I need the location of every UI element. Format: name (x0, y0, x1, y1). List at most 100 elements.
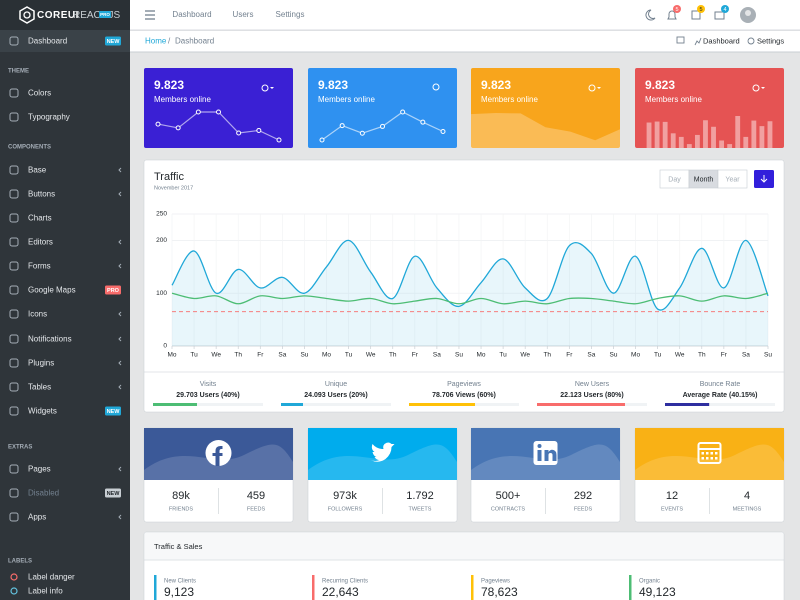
label-dot (10, 587, 18, 595)
breadcrumb-action[interactable]: Settings (757, 36, 784, 45)
sidebar-icon (9, 512, 19, 522)
social-label: CONTRACTS (491, 506, 526, 512)
sidebar-link[interactable]: Notifications (28, 335, 72, 344)
spark-bar (719, 140, 725, 148)
header (0, 0, 800, 30)
x-tick-label: Tu (499, 352, 507, 359)
x-tick-label: Su (455, 352, 463, 359)
stat-title: Pageviews (447, 381, 481, 388)
range-button[interactable]: Month (694, 176, 714, 183)
x-tick-label: Fr (721, 352, 728, 359)
spark-bar (654, 121, 660, 148)
sidebar-icon (9, 358, 19, 368)
sparkline-point (380, 123, 385, 129)
sparkline-point (440, 129, 446, 135)
social-wave (308, 444, 457, 480)
breadcrumb-current: Dashboard (175, 37, 214, 46)
social-header (635, 428, 784, 480)
sidebar-badge: NEW (107, 491, 121, 497)
y-tick-label: 0 (163, 343, 167, 350)
sidebar-link[interactable]: Base (28, 166, 47, 175)
sidebar-link[interactable]: Apps (28, 513, 46, 522)
callout-value: 9,123 (164, 585, 194, 599)
x-tick-label: Su (610, 352, 618, 359)
sidebar-link[interactable]: Charts (28, 214, 52, 223)
logo-icon-inner (23, 11, 31, 19)
sparkline-point (155, 121, 161, 127)
x-tick-label: Fr (257, 352, 264, 359)
sidebar-link[interactable]: Disabled (28, 489, 59, 498)
card-caret (761, 87, 765, 89)
x-tick-label: Sa (278, 352, 286, 359)
sidebar-icon (9, 165, 19, 175)
sidebar-icon (9, 285, 19, 295)
stat-card-label: Members online (481, 95, 538, 104)
calendar-cell (706, 452, 709, 455)
callout-bar (312, 575, 315, 600)
sidebar-arrow (118, 384, 122, 390)
sidebar (0, 0, 130, 600)
x-tick-label: Fr (566, 352, 573, 359)
social-label: FEEDS (247, 506, 266, 512)
sidebar-link[interactable]: Tables (28, 383, 51, 392)
sparkline-point (420, 119, 426, 125)
social-value: 12 (666, 490, 678, 502)
brand-sub: REACT.JS (73, 10, 121, 21)
stat-title: Bounce Rate (700, 381, 741, 388)
x-tick-label: Th (234, 352, 242, 359)
stat-value: 29.703 Users (40%) (176, 392, 239, 399)
nav-link[interactable]: Settings (276, 10, 305, 19)
logo-icon (19, 6, 35, 24)
sparkline-area (471, 113, 620, 148)
sidebar-link[interactable]: Label danger (28, 573, 75, 582)
sparkline-point (195, 109, 201, 115)
sidebar-link[interactable]: Typography (28, 113, 70, 122)
spark-bar (670, 133, 676, 148)
sidebar-link[interactable]: Editors (28, 238, 53, 247)
social-value: 500+ (496, 490, 521, 502)
nav-link[interactable]: Users (233, 10, 254, 19)
stat-card (308, 68, 457, 148)
social-label: FOLLOWERS (328, 506, 363, 512)
card-subtitle: November 2017 (154, 185, 193, 191)
sidebar-icon (9, 464, 19, 474)
social-value: 973k (333, 490, 357, 502)
sidebar-link[interactable]: Pages (28, 465, 51, 474)
calendar-cell (715, 452, 718, 455)
progress-bar (153, 403, 197, 406)
sparkline-point (276, 137, 282, 143)
sidebar-link[interactable]: Colors (28, 89, 51, 98)
sidebar-link[interactable]: Forms (28, 262, 51, 271)
range-button-bg[interactable] (717, 169, 748, 189)
nav-link[interactable]: Dashboard (172, 10, 211, 19)
progress-bar (409, 403, 475, 406)
sidebar-link[interactable]: Widgets (28, 407, 57, 416)
x-tick-label: Fr (412, 352, 419, 359)
linkedin-dot (537, 444, 542, 448)
notification-badge: 5 (675, 7, 678, 13)
breadcrumb-link[interactable]: Home (145, 37, 167, 46)
sidebar-link[interactable]: Dashboard (28, 37, 67, 46)
x-tick-label: We (211, 352, 221, 359)
x-tick-label: Sa (433, 352, 441, 359)
sidebar-link[interactable]: Google Maps (28, 286, 76, 295)
sidebar-badge-bg (105, 36, 121, 46)
callout-value: 78,623 (481, 585, 518, 599)
sparkline-point (339, 123, 345, 129)
sidebar-link[interactable]: Icons (28, 310, 47, 319)
sparkline-point (256, 127, 262, 133)
range-button[interactable]: Day (668, 176, 681, 183)
range-button[interactable]: Year (725, 176, 740, 183)
sidebar-link[interactable]: Buttons (28, 190, 55, 199)
x-tick-label: Mo (631, 352, 640, 359)
spark-bar (703, 120, 708, 148)
calendar-cell (701, 457, 704, 460)
spark-bar (751, 120, 757, 148)
sidebar-link[interactable]: Label info (28, 587, 63, 596)
sidebar-active-bg (0, 30, 130, 52)
card-gear-icon (261, 84, 269, 92)
breadcrumb-action[interactable]: Dashboard (703, 36, 740, 45)
x-tick-label: Th (698, 352, 706, 359)
social-value: 89k (172, 490, 190, 502)
sidebar-link[interactable]: Plugins (28, 359, 54, 368)
